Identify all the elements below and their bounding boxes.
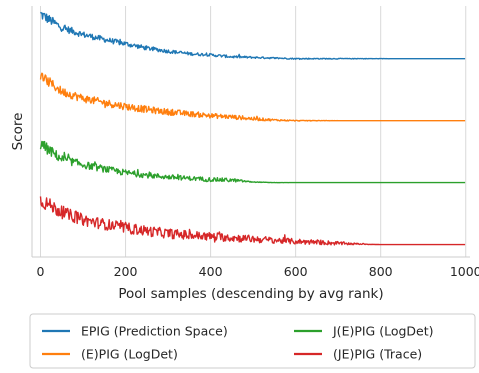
x-tick-labels: 0 200 400 600 800 1000 bbox=[37, 264, 479, 279]
x-tick-label: 800 bbox=[369, 264, 393, 279]
legend: EPIG (Prediction Space) (E)PIG (LogDet) … bbox=[29, 313, 476, 369]
series-line bbox=[39, 140, 466, 184]
x-tick-label: 600 bbox=[284, 264, 308, 279]
y-axis-title: Score bbox=[10, 113, 26, 151]
series-lines bbox=[39, 11, 466, 246]
legend-frame bbox=[29, 313, 476, 369]
grid bbox=[40, 6, 467, 257]
series-line bbox=[39, 196, 466, 246]
x-tick-label: 0 bbox=[37, 264, 45, 279]
x-tick-label: 400 bbox=[199, 264, 223, 279]
legend-label-jepig-logdet: J(E)PIG (LogDet) bbox=[332, 324, 434, 339]
x-tick-label: 1000 bbox=[450, 264, 479, 279]
series-line bbox=[39, 72, 466, 122]
legend-label-epig-logdet: (E)PIG (LogDet) bbox=[81, 347, 178, 362]
legend-label-jepig-trace: (JE)PIG (Trace) bbox=[333, 347, 422, 362]
x-tick-label: 200 bbox=[114, 264, 138, 279]
legend-label-epig: EPIG (Prediction Space) bbox=[81, 324, 228, 339]
series-line bbox=[40, 11, 466, 61]
x-axis bbox=[31, 6, 470, 258]
x-axis-title: Pool samples (descending by avg rank) bbox=[118, 286, 383, 302]
